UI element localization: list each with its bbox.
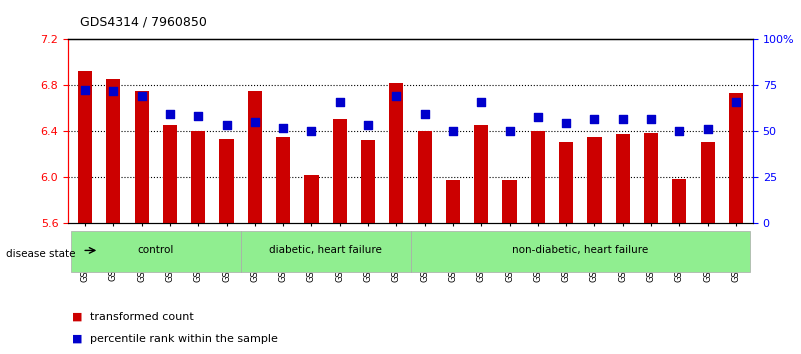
Bar (135, 91, 149, 223)
Bar (587, 137, 602, 223)
Bar (191, 131, 205, 223)
Point (248, 119, 261, 125)
Bar (361, 140, 375, 223)
Bar (248, 91, 262, 223)
Bar (219, 139, 234, 223)
Point (673, 128, 686, 134)
Bar (616, 135, 630, 223)
Bar (446, 181, 460, 223)
FancyBboxPatch shape (410, 231, 750, 272)
Point (588, 116, 601, 122)
Point (333, 99, 346, 105)
Bar (107, 79, 120, 223)
Text: non-diabetic, heart failure: non-diabetic, heart failure (512, 245, 649, 256)
Bar (304, 175, 319, 223)
Text: ■: ■ (72, 312, 83, 322)
Bar (276, 137, 290, 223)
Bar (559, 142, 574, 223)
Text: disease state: disease state (6, 249, 76, 259)
Point (503, 128, 516, 134)
Bar (389, 82, 404, 223)
Point (390, 93, 403, 99)
Point (135, 93, 148, 99)
Bar (729, 93, 743, 223)
Point (362, 122, 375, 128)
Point (645, 116, 658, 122)
Point (107, 88, 120, 93)
Text: control: control (138, 245, 174, 256)
Bar (417, 131, 432, 223)
Point (163, 111, 176, 116)
Point (531, 114, 544, 120)
Point (730, 99, 743, 105)
Bar (531, 131, 545, 223)
FancyBboxPatch shape (241, 231, 410, 272)
Text: percentile rank within the sample: percentile rank within the sample (90, 334, 278, 344)
Point (277, 125, 290, 130)
Bar (474, 125, 489, 223)
Bar (672, 179, 686, 223)
Point (475, 99, 488, 105)
Point (305, 128, 318, 134)
Bar (701, 142, 714, 223)
Point (446, 128, 459, 134)
Point (418, 111, 431, 116)
Bar (78, 71, 92, 223)
Point (560, 120, 573, 126)
Point (192, 113, 205, 119)
Text: GDS4314 / 7960850: GDS4314 / 7960850 (80, 16, 207, 29)
Text: transformed count: transformed count (90, 312, 194, 322)
Bar (332, 119, 347, 223)
Bar (502, 181, 517, 223)
Point (78, 87, 91, 92)
Point (616, 116, 629, 122)
Point (701, 126, 714, 131)
Text: ■: ■ (72, 334, 83, 344)
Bar (163, 125, 177, 223)
Point (220, 122, 233, 128)
FancyBboxPatch shape (71, 231, 241, 272)
Text: diabetic, heart failure: diabetic, heart failure (269, 245, 382, 256)
Bar (644, 133, 658, 223)
